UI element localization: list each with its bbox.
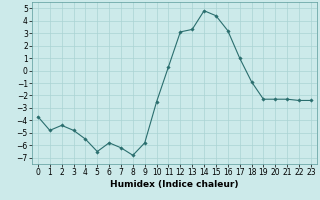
X-axis label: Humidex (Indice chaleur): Humidex (Indice chaleur) — [110, 180, 239, 189]
